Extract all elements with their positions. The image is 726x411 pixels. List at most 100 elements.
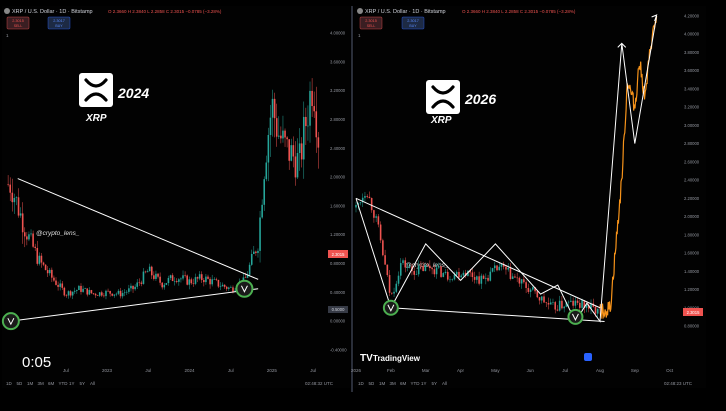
timeframe-button[interactable]: 6M: [400, 381, 407, 386]
left-buy-button[interactable]: [47, 16, 71, 30]
support-marker-check-icon: [7, 317, 15, 326]
trendline-upper[interactable]: [355, 197, 601, 309]
candle-body: [415, 274, 418, 275]
candle-body: [294, 156, 297, 178]
right-plot-area[interactable]: [355, 14, 658, 325]
candle-body: [391, 292, 393, 294]
left-price-tag-2: [328, 306, 348, 313]
y-tick-label: 1.40000: [684, 269, 700, 274]
candle-body: [261, 204, 263, 218]
candle-body: [594, 306, 597, 314]
candle-body: [438, 266, 440, 268]
candle-body: [311, 90, 313, 107]
x-tick-label: Feb: [387, 368, 395, 373]
left-time-axis[interactable]: Jul 2023 Jul 2024 Jul 2025 Jul: [63, 368, 316, 373]
xrp-logo-icon: [84, 78, 108, 102]
right-buy-label: BUY: [409, 24, 417, 28]
timeframe-button[interactable]: 5D: [369, 381, 376, 386]
candle-body: [377, 216, 380, 225]
candle-body: [80, 285, 82, 292]
left-sell-button[interactable]: [6, 16, 30, 30]
candle-body: [509, 267, 512, 279]
candle-body: [361, 197, 364, 203]
trendline-lower[interactable]: [10, 288, 259, 322]
candle-body: [126, 291, 128, 293]
candle-body: [496, 265, 498, 271]
candle-body: [579, 302, 581, 308]
candle-body: [590, 303, 592, 309]
left-header: XRP / U.S. Dollar · 1D · Bitstamp O 2.36…: [4, 8, 222, 38]
candle-body: [250, 253, 253, 265]
candle-body: [570, 300, 572, 302]
candle-body: [587, 304, 590, 309]
candle-body: [55, 280, 57, 285]
candle-body: [11, 192, 14, 203]
projection-line[interactable]: [599, 15, 658, 320]
timeframe-button[interactable]: All: [442, 381, 447, 386]
trendline-upper[interactable]: [17, 178, 259, 280]
arrow-head-icon: [617, 42, 627, 48]
right-sell-button[interactable]: [359, 16, 383, 30]
timeframe-button[interactable]: 1M: [379, 381, 386, 386]
candle-body: [581, 300, 583, 308]
timeframe-button[interactable]: 1Y: [69, 381, 75, 386]
timeframe-button[interactable]: YTD: [411, 381, 421, 386]
candle-body: [150, 266, 153, 276]
candle-body: [567, 301, 570, 303]
candle-body: [520, 279, 523, 284]
x-tick-label: Jul: [63, 368, 69, 373]
right-header: XRP / U.S. Dollar · 1D · Bitstamp O 2.36…: [357, 8, 576, 38]
candle-body: [563, 306, 565, 309]
timeframe-button[interactable]: 1D: [358, 381, 365, 386]
right-price-axis[interactable]: 4.20000 4.00000 3.80000 3.60000 3.40000 3.200…: [684, 14, 700, 329]
timeframe-button[interactable]: 3M: [390, 381, 397, 386]
left-plot-area[interactable]: [1, 78, 320, 331]
y-tick-label: 0.80000: [684, 324, 700, 329]
timeframe-button[interactable]: 1M: [27, 381, 34, 386]
right-interval-toggle[interactable]: 1: [358, 33, 361, 38]
candle-body: [157, 273, 159, 277]
right-timeframe-bar: 1D 5D 1M 3M 6M YTD 1Y 5Y All: [358, 381, 447, 386]
candle-body: [217, 279, 220, 287]
y-tick-label: 3.80000: [684, 50, 700, 55]
timeframe-button[interactable]: 5D: [17, 381, 24, 386]
timeframe-button[interactable]: YTD: [59, 381, 69, 386]
candle-body: [44, 264, 47, 271]
left-interval-toggle[interactable]: 1: [6, 33, 9, 38]
timeframe-button[interactable]: 1D: [6, 381, 13, 386]
left-price-axis[interactable]: 4.00000 3.60000 3.20000 2.80000 2.40000 2.000…: [330, 31, 347, 353]
right-time-axis[interactable]: 2026 Feb Mar Apr May Jun Jul Aug Sep Oct: [351, 368, 674, 373]
timeframe-button[interactable]: 3M: [38, 381, 45, 386]
candle-body: [67, 291, 70, 296]
candle-body: [51, 269, 53, 278]
candle-body: [169, 275, 172, 278]
timeframe-button[interactable]: All: [90, 381, 95, 386]
left-chart-panel: [2, 6, 350, 388]
candle-body: [219, 286, 222, 287]
y-tick-label: 2.80000: [684, 141, 700, 146]
candle-body: [103, 295, 105, 297]
candle-body: [109, 290, 111, 294]
right-buy-button[interactable]: [401, 16, 425, 30]
candle-body: [84, 288, 86, 290]
timeframe-button[interactable]: 5Y: [432, 381, 438, 386]
candle-body: [458, 271, 460, 278]
candle-body: [9, 184, 12, 193]
candle-body: [13, 197, 16, 203]
candle-body: [317, 137, 320, 148]
x-tick-label: 2026: [351, 368, 362, 373]
candle-body: [203, 280, 205, 283]
candle-body: [98, 292, 101, 296]
candle-body: [94, 293, 97, 296]
y-tick-label: 2.00000: [330, 175, 346, 180]
candle-body: [186, 275, 188, 285]
y-tick-label: -0.40000: [330, 348, 347, 353]
candle-body: [76, 289, 78, 291]
candle-body: [534, 287, 536, 292]
timeframe-button[interactable]: 5Y: [80, 381, 86, 386]
timeframe-button[interactable]: 6M: [48, 381, 55, 386]
right-price-tag: [683, 308, 703, 316]
candle-body: [161, 282, 163, 288]
timeframe-button[interactable]: 1Y: [421, 381, 427, 386]
candle-body: [547, 303, 550, 305]
